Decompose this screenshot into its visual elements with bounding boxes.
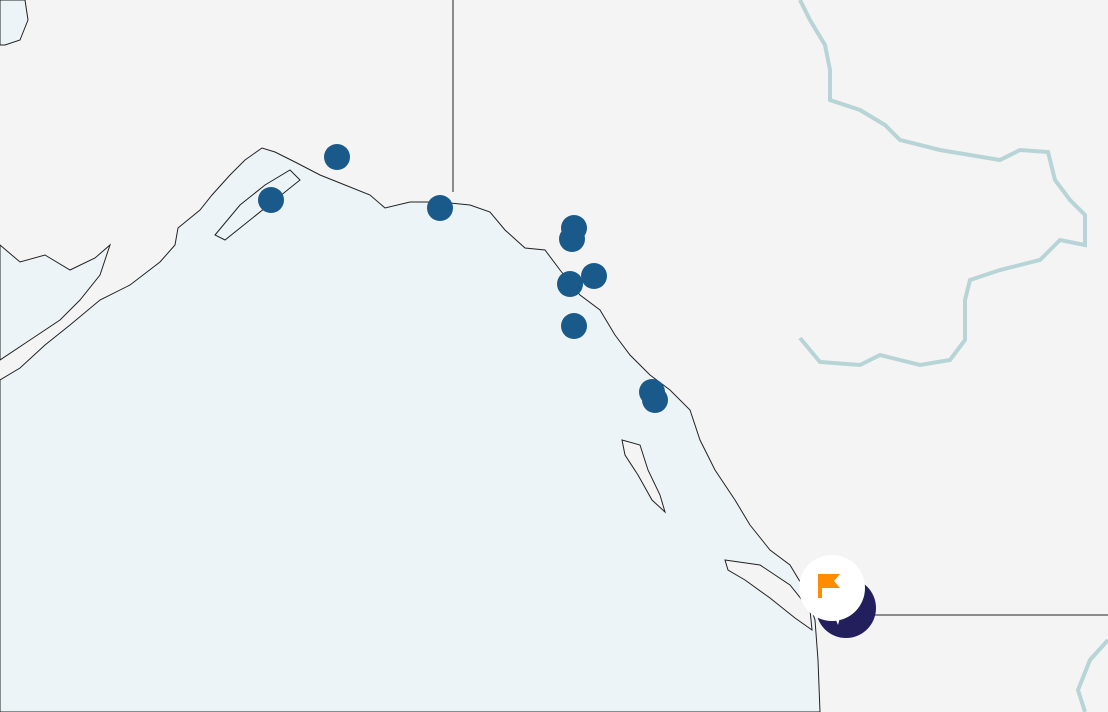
bristol-bay xyxy=(0,243,112,361)
location-marker[interactable] xyxy=(642,387,668,413)
location-marker[interactable] xyxy=(559,226,585,252)
location-marker[interactable] xyxy=(557,271,583,297)
vancouver-island xyxy=(724,559,813,632)
selected-marker[interactable] xyxy=(799,555,876,638)
location-marker[interactable] xyxy=(324,144,350,170)
northwest-water xyxy=(0,0,29,46)
location-marker[interactable] xyxy=(258,187,284,213)
river xyxy=(798,0,1087,368)
location-marker[interactable] xyxy=(561,313,587,339)
cook-inlet xyxy=(214,169,301,241)
ocean xyxy=(0,147,821,712)
flag-icon xyxy=(822,574,840,588)
haida-gwaii xyxy=(621,439,666,514)
location-marker[interactable] xyxy=(427,195,453,221)
flag-icon-pole xyxy=(818,574,822,598)
location-marker[interactable] xyxy=(581,263,607,289)
river xyxy=(1075,638,1108,712)
